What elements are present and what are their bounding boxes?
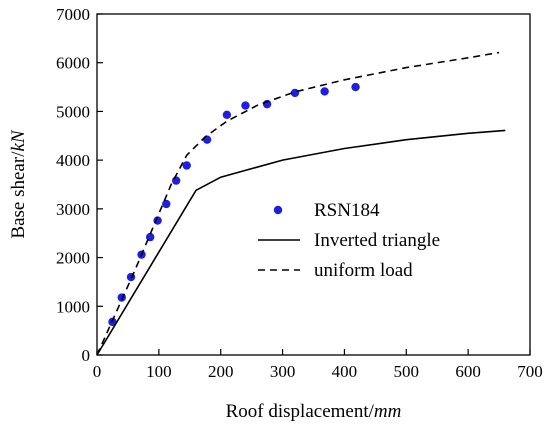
x-axis-unit: mm xyxy=(374,401,401,422)
x-tick-label: 500 xyxy=(394,362,420,381)
legend-label: RSN184 xyxy=(314,200,380,221)
data-point xyxy=(222,110,232,120)
x-tick-label: 0 xyxy=(93,362,102,381)
data-point xyxy=(182,161,191,170)
data-point xyxy=(162,199,171,209)
y-tick-label: 6000 xyxy=(56,54,90,73)
data-point xyxy=(241,101,250,110)
y-tick-label: 7000 xyxy=(56,5,90,24)
x-tick-label: 600 xyxy=(455,362,481,381)
x-tick-label: 400 xyxy=(332,362,358,381)
data-point xyxy=(351,82,360,92)
x-tick-label: 100 xyxy=(146,362,172,381)
legend-label: Inverted triangle xyxy=(314,230,440,251)
data-point xyxy=(171,176,181,185)
series-line-1 xyxy=(96,129,506,356)
y-tick-label: 0 xyxy=(82,346,91,365)
plot-marks xyxy=(96,51,506,356)
x-tick-label: 300 xyxy=(270,362,296,381)
axis-ticks: 0 100 200 300 400 500 600 700010002000300040005… xyxy=(56,5,543,381)
legend-marker xyxy=(273,205,283,215)
y-tick-label: 3000 xyxy=(56,200,90,219)
y-tick-label: 5000 xyxy=(56,102,90,121)
legend: RSN184 Inverted triangle uniform load xyxy=(258,200,440,281)
legend-label: uniform load xyxy=(314,260,413,281)
data-point xyxy=(320,87,329,96)
data-point xyxy=(290,88,300,98)
x-axis-title: Roof displacement/mm xyxy=(226,401,402,422)
x-axis-title-text: Roof displacement/ xyxy=(226,401,375,422)
series-line-2 xyxy=(96,51,500,356)
x-tick-label: 700 xyxy=(517,362,543,381)
y-tick-label: 4000 xyxy=(56,151,90,170)
y-tick-label: 2000 xyxy=(56,249,90,268)
y-tick-label: 1000 xyxy=(56,297,90,316)
y-axis-title-text: Base shear/ xyxy=(8,151,29,239)
data-point xyxy=(202,135,212,144)
plot-frame xyxy=(96,13,531,356)
y-axis-unit: kN xyxy=(8,129,29,151)
x-tick-label: 200 xyxy=(208,362,234,381)
y-axis-title: Base shear/kN xyxy=(8,129,29,238)
